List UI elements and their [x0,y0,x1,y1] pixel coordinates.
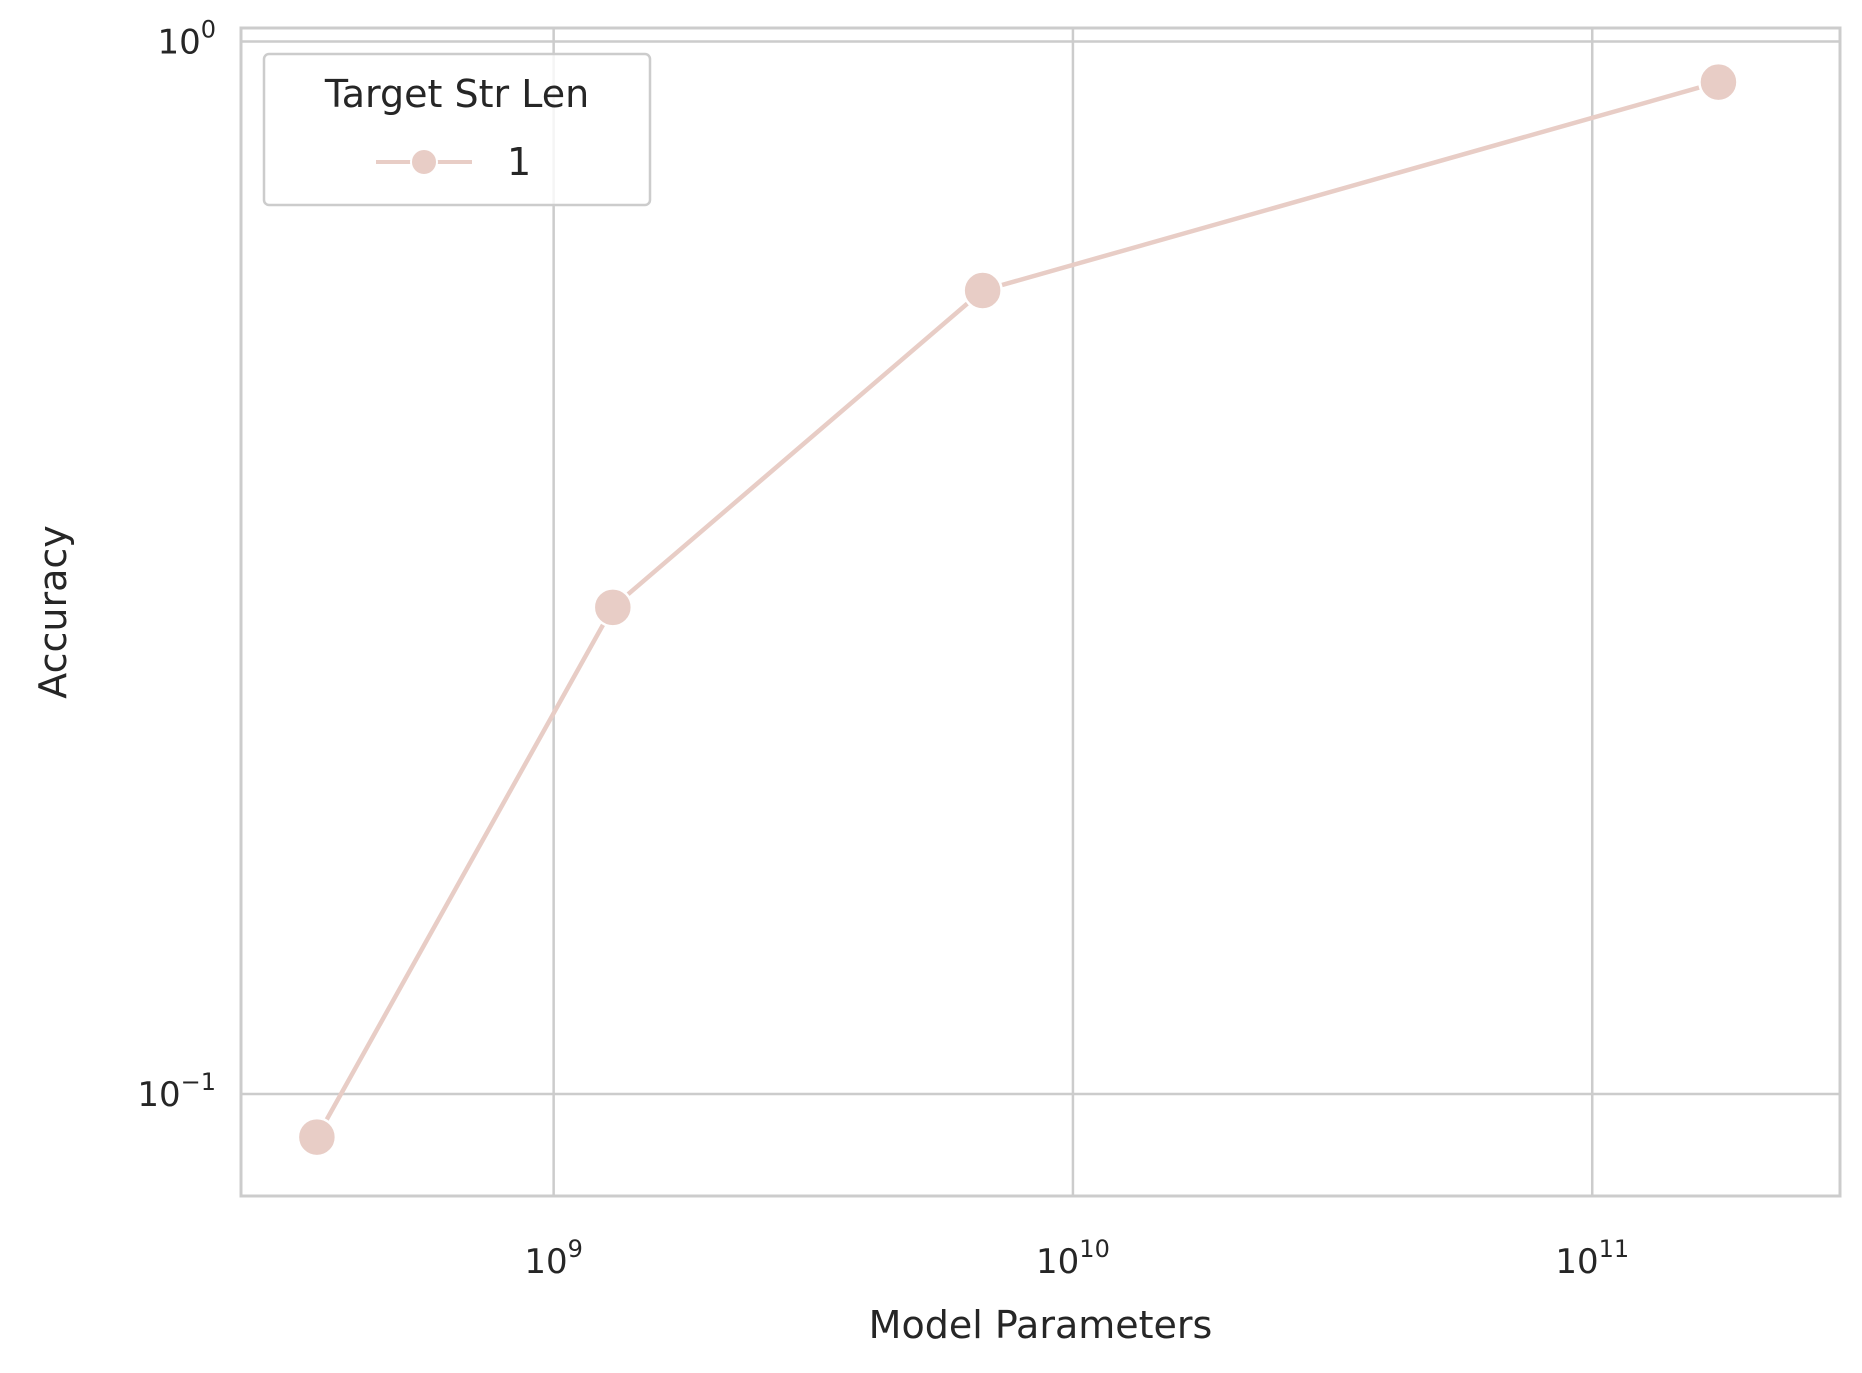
x-tick-label: 109 [524,1235,583,1282]
data-point [962,270,1003,311]
x-axis-ticks: 109 1010 1011 [524,1235,1629,1282]
legend-title: Target Str Len [324,72,589,116]
data-point [296,1116,338,1158]
y-axis-ticks: 10−1 100 [137,16,216,1115]
x-tick-label: 1011 [1555,1235,1629,1282]
series-layer [296,61,1739,1158]
y-tick-label: 100 [157,16,216,63]
y-tick-label: 10−1 [137,1068,216,1115]
data-point [592,587,634,628]
series-line [314,79,1720,1139]
data-point [1698,61,1739,103]
x-axis-label: Model Parameters [869,1303,1213,1347]
legend-marker-swatch [410,148,438,176]
y-axis-label: Accuracy [31,525,75,699]
x-tick-label: 1010 [1036,1235,1110,1282]
plot-frame [239,26,1842,1198]
legend: Target Str Len 1 [262,52,652,207]
legend-entry-label: 1 [507,140,531,184]
grid [241,28,1840,1196]
legend-box [262,52,652,207]
